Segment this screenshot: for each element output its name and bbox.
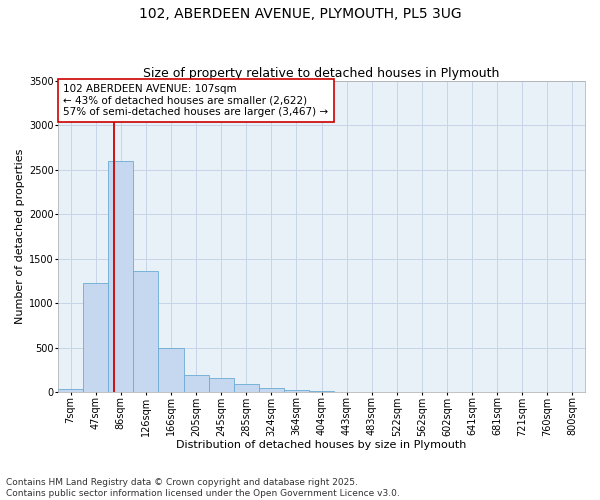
Bar [58,390,83,392]
Bar [234,384,259,392]
Bar [133,271,158,392]
Bar [158,348,184,392]
Bar [184,376,209,392]
Text: 102 ABERDEEN AVENUE: 107sqm
← 43% of detached houses are smaller (2,622)
57% of : 102 ABERDEEN AVENUE: 107sqm ← 43% of det… [64,84,328,117]
Bar [83,282,108,392]
Title: Size of property relative to detached houses in Plymouth: Size of property relative to detached ho… [143,66,500,80]
Y-axis label: Number of detached properties: Number of detached properties [15,148,25,324]
Bar [284,390,309,392]
Text: Contains HM Land Registry data © Crown copyright and database right 2025.
Contai: Contains HM Land Registry data © Crown c… [6,478,400,498]
Bar [259,388,284,392]
X-axis label: Distribution of detached houses by size in Plymouth: Distribution of detached houses by size … [176,440,467,450]
Text: 102, ABERDEEN AVENUE, PLYMOUTH, PL5 3UG: 102, ABERDEEN AVENUE, PLYMOUTH, PL5 3UG [139,8,461,22]
Bar [108,161,133,392]
Bar [209,378,234,392]
